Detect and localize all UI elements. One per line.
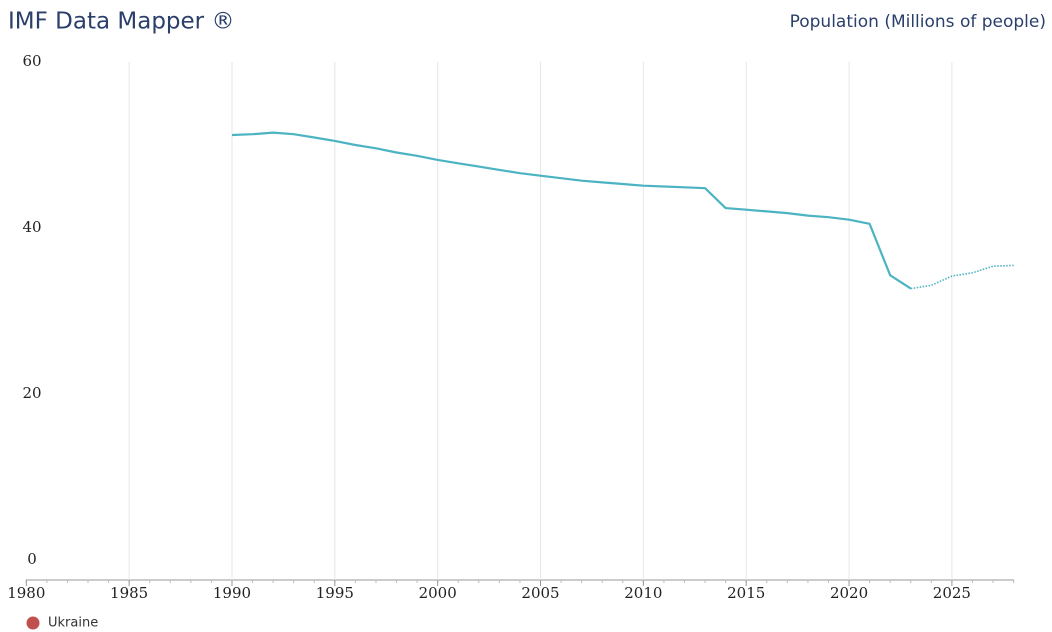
y-tick-label: 40 xyxy=(22,218,41,236)
chart-title: IMF Data Mapper ® xyxy=(8,9,234,35)
x-tick-label: 1985 xyxy=(110,584,148,602)
x-tick-label: 2000 xyxy=(419,584,457,602)
legend-label: Ukraine xyxy=(48,616,98,631)
x-tick-label: 1990 xyxy=(213,584,251,602)
legend-marker xyxy=(26,616,40,630)
x-tick-label: 2015 xyxy=(727,584,765,602)
y-tick-label: 0 xyxy=(27,550,37,568)
x-tick-label: 2020 xyxy=(830,584,868,602)
x-tick-label: 2025 xyxy=(933,584,971,602)
data-line xyxy=(231,131,912,290)
x-tick-label: 2010 xyxy=(624,584,662,602)
y-tick-label: 20 xyxy=(22,384,41,402)
y-tick-label: 60 xyxy=(22,52,41,70)
projection-line xyxy=(910,264,1014,290)
x-tick-label: 1980 xyxy=(7,584,45,602)
chart-subtitle: Population (Millions of people) xyxy=(790,12,1046,32)
x-tick-label: 1995 xyxy=(316,584,354,602)
x-tick-label: 2005 xyxy=(521,584,559,602)
